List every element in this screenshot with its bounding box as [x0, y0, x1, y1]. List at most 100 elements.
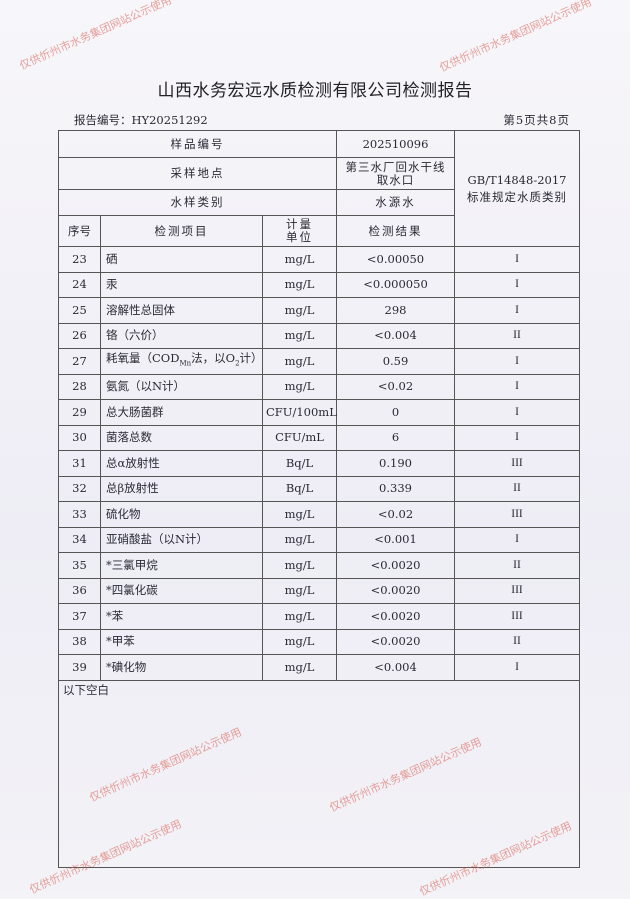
- table-row: 32 总β放射性 Bq/L 0.339 II: [58, 475, 581, 502]
- row-seq: 28: [58, 373, 101, 400]
- row-class: I: [454, 297, 581, 324]
- table-row: 34 亚硝酸盐（以N计） mg/L <0.001 I: [58, 526, 581, 553]
- row-item: 亚硝酸盐（以N计）: [100, 526, 263, 553]
- report-title: 山西水务宏远水质检测有限公司检测报告: [157, 81, 473, 101]
- col-item: 检测项目: [100, 215, 263, 247]
- table-row: 25 溶解性总固体 mg/L 298 I: [58, 297, 581, 324]
- row-class: II: [454, 475, 581, 502]
- row-item: *四氯化碳: [100, 577, 263, 604]
- row-unit: mg/L: [261, 322, 338, 349]
- row-seq: 33: [58, 501, 101, 528]
- row-class: III: [454, 577, 581, 604]
- location-line1: 第三水厂回水干线: [345, 159, 446, 174]
- table-row: 26 铬（六价） mg/L <0.004 II: [58, 322, 581, 349]
- col-seq: 序号: [58, 215, 101, 247]
- row-result: 0.59: [336, 348, 456, 375]
- row-unit: mg/L: [261, 271, 338, 298]
- table-row: 35 *三氯甲烷 mg/L <0.0020 II: [58, 552, 581, 579]
- sample-no-label: 样品编号: [57, 130, 338, 158]
- row-unit: mg/L: [261, 297, 338, 324]
- row-result: <0.004: [336, 654, 456, 681]
- col-unit-line2: 单位: [286, 230, 313, 244]
- row-class: I: [454, 246, 581, 273]
- row-result: 0.339: [336, 475, 456, 502]
- report-number: 报告编号：HY20251292: [74, 113, 208, 127]
- row-class: III: [454, 501, 581, 528]
- row-result: <0.001: [336, 526, 456, 553]
- row-seq: 35: [58, 552, 101, 579]
- row-class: I: [454, 271, 581, 298]
- row-seq: 29: [58, 399, 101, 426]
- sample-type: 水源水: [336, 189, 456, 216]
- row-class: III: [454, 603, 581, 630]
- table-row: 23 硒 mg/L <0.00050 I: [58, 246, 581, 273]
- row-unit: mg/L: [261, 654, 338, 681]
- row-unit: mg/L: [261, 373, 338, 400]
- table-row: 37 *苯 mg/L <0.0020 III: [58, 603, 581, 630]
- row-item: 总α放射性: [100, 450, 263, 477]
- row-item: 氨氮（以N计）: [100, 373, 263, 400]
- watermark: 仅供忻州市水务集团网站公示使用: [17, 0, 174, 73]
- location-label: 采样地点: [57, 157, 338, 190]
- row-class: II: [454, 628, 581, 655]
- row-item: 硫化物: [100, 501, 263, 528]
- row-seq: 36: [58, 577, 101, 604]
- col-result: 检测结果: [336, 215, 456, 247]
- row-unit: mg/L: [261, 628, 338, 655]
- row-seq: 30: [58, 424, 101, 451]
- row-result: <0.02: [336, 501, 456, 528]
- row-class: I: [454, 526, 581, 553]
- watermark: 仅供忻州市水务集团网站公示使用: [437, 0, 594, 75]
- sample-no: 202510096: [336, 130, 456, 158]
- location-line2: 取水口: [376, 172, 415, 187]
- row-result: <0.0020: [336, 603, 456, 630]
- row-seq: 25: [58, 297, 101, 324]
- row-item: 总大肠菌群: [100, 399, 263, 426]
- row-seq: 38: [58, 628, 101, 655]
- col-unit: 计量 单位: [261, 215, 338, 247]
- row-result: 0.190: [336, 450, 456, 477]
- row-item: *碘化物: [100, 654, 263, 681]
- row-unit: mg/L: [261, 577, 338, 604]
- row-item: 耗氧量（CODMn法，以O2计）: [100, 348, 263, 375]
- row-result: <0.02: [336, 373, 456, 400]
- row-unit: Bq/L: [261, 450, 338, 477]
- row-class: I: [454, 654, 581, 681]
- row-item: *三氯甲烷: [100, 552, 263, 579]
- blank-note: 以下空白: [57, 679, 581, 868]
- row-result: <0.000050: [336, 271, 456, 298]
- row-unit: CFU/100mL: [261, 399, 338, 426]
- table-row: 28 氨氮（以N计） mg/L <0.02 I: [58, 373, 581, 400]
- row-result: <0.0020: [336, 577, 456, 604]
- row-result: <0.004: [336, 322, 456, 349]
- row-unit: mg/L: [261, 246, 338, 273]
- row-seq: 34: [58, 526, 101, 553]
- row-item: *甲苯: [100, 628, 263, 655]
- results-table: 样品编号 202510096 GB/T14848-2017 标准规定水质类别 采…: [57, 130, 581, 868]
- row-result: 6: [336, 424, 456, 451]
- row-unit: CFU/mL: [261, 424, 338, 451]
- row-result: <0.0020: [336, 552, 456, 579]
- row-seq: 27: [58, 348, 101, 375]
- row-item: 溶解性总固体: [100, 297, 263, 324]
- row-class: II: [454, 552, 581, 579]
- row-result: 0: [336, 399, 456, 426]
- type-label: 水样类别: [57, 189, 338, 216]
- table-row: 33 硫化物 mg/L <0.02 III: [58, 501, 581, 528]
- row-class: III: [454, 450, 581, 477]
- table-row: 27 耗氧量（CODMn法，以O2计） mg/L 0.59 I: [58, 348, 581, 375]
- table-row: 39 *碘化物 mg/L <0.004 I: [58, 654, 581, 681]
- row-item: 铬（六价）: [100, 322, 263, 349]
- table-row: 30 菌落总数 CFU/mL 6 I: [58, 424, 581, 451]
- row-unit: mg/L: [261, 501, 338, 528]
- row-unit: mg/L: [261, 348, 338, 375]
- col-unit-line1: 计量: [286, 217, 313, 231]
- row-class: II: [454, 322, 581, 349]
- row-item: 汞: [100, 271, 263, 298]
- standard-header: GB/T14848-2017 标准规定水质类别: [454, 130, 581, 247]
- row-class: I: [454, 399, 581, 426]
- row-seq: 31: [58, 450, 101, 477]
- table-row: 24 汞 mg/L <0.000050 I: [58, 271, 581, 298]
- standard-desc: 标准规定水质类别: [467, 189, 568, 204]
- row-seq: 24: [58, 271, 101, 298]
